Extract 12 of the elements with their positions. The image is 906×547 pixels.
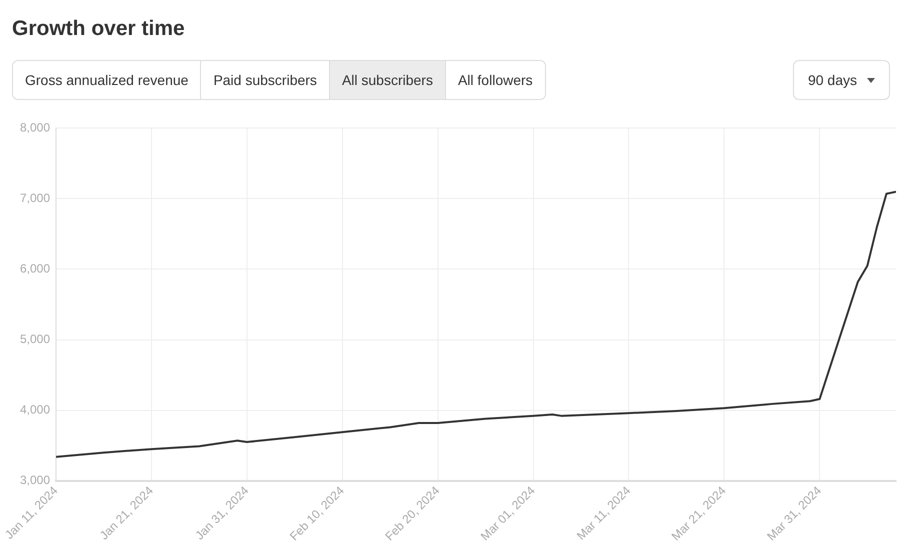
text: All subscribers	[330, 61, 446, 99]
text: 90 days	[808, 72, 857, 88]
text: All followers	[446, 61, 545, 99]
y-tick-label: 7,000	[20, 191, 50, 206]
chart-title: Growth over time	[12, 17, 185, 41]
y-tick-label: 6,000	[20, 262, 50, 276]
y-tick-label: 5,000	[20, 332, 50, 346]
text: Paid subscribers	[201, 61, 330, 99]
text: Gross annualized revenue	[13, 61, 202, 99]
y-tick-label: 4,000	[20, 402, 50, 417]
y-tick-label: 3,000	[20, 473, 50, 488]
y-tick-label: 8,000	[20, 120, 50, 135]
